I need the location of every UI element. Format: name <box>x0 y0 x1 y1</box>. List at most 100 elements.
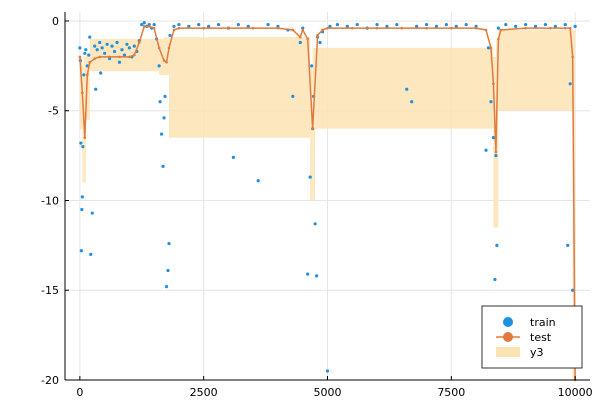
train-point <box>495 243 499 247</box>
train-point <box>454 24 458 28</box>
test-point <box>128 55 131 59</box>
train-point <box>197 22 201 27</box>
train-point <box>563 22 567 27</box>
train-point <box>246 24 250 28</box>
train-point <box>103 51 107 55</box>
train-point <box>395 22 399 27</box>
train-point <box>158 100 162 104</box>
train-point <box>89 252 93 256</box>
train-point <box>99 71 103 75</box>
train-point <box>298 40 302 45</box>
train-point <box>310 64 314 68</box>
train-point <box>87 53 91 57</box>
train-point <box>491 136 496 140</box>
test-point <box>499 28 503 32</box>
train-point <box>132 44 136 48</box>
train-point <box>434 24 439 28</box>
legend-box <box>481 305 583 369</box>
train-point <box>163 94 167 98</box>
train-point <box>166 268 170 273</box>
y-tick-label: -5 <box>48 105 59 118</box>
test-point <box>549 26 552 30</box>
train-point <box>306 272 310 276</box>
y3-band-segment <box>164 37 170 75</box>
y3-band-segment <box>312 47 316 201</box>
train-point <box>385 24 389 28</box>
test-point <box>568 26 572 30</box>
test-point <box>162 59 166 62</box>
train-point <box>335 22 340 27</box>
train-point <box>112 49 117 54</box>
train-point <box>117 60 122 64</box>
train-point <box>216 22 221 27</box>
y-tick-label: -15 <box>41 284 59 297</box>
test-point <box>251 26 255 30</box>
test-point <box>147 25 151 28</box>
axes: 0 2500 5000 7500 10000 0 -5 -10 -15 -20 <box>41 12 593 399</box>
train-point <box>79 141 83 145</box>
test-point <box>98 55 101 59</box>
train-point <box>80 207 84 212</box>
test-point <box>571 55 574 59</box>
train-point <box>88 35 92 39</box>
test-point <box>85 73 89 77</box>
train-point <box>308 175 312 179</box>
train-point <box>464 22 468 27</box>
train-point <box>256 179 260 183</box>
x-tick-label: 7500 <box>437 386 465 399</box>
train-point <box>345 24 349 28</box>
train-point <box>82 73 86 77</box>
test-point <box>524 26 527 30</box>
y-tick-label: 0 <box>52 15 59 28</box>
test-point <box>165 60 168 64</box>
train-point <box>79 249 83 253</box>
test-point <box>494 150 498 154</box>
y-tick-label: -20 <box>41 374 59 387</box>
train-point <box>167 241 171 246</box>
train-point <box>313 222 317 226</box>
test-point <box>350 26 354 30</box>
train-point <box>142 21 146 25</box>
train-point <box>159 132 164 136</box>
train-point <box>504 22 508 27</box>
test-point <box>563 26 567 30</box>
test-point <box>78 55 82 59</box>
train-point <box>81 145 85 149</box>
train-point <box>444 22 448 27</box>
test-point <box>276 26 280 30</box>
train-point <box>152 22 156 27</box>
train-point <box>100 46 104 50</box>
train-point <box>375 22 379 27</box>
train-point <box>315 274 319 278</box>
train-point <box>94 87 98 91</box>
test-point <box>291 28 295 32</box>
test-point <box>137 41 141 44</box>
test-point <box>142 25 146 28</box>
train-point <box>415 24 419 28</box>
train-point <box>484 148 488 152</box>
train-point <box>566 243 570 247</box>
train-point <box>161 164 165 168</box>
train-point <box>524 22 528 27</box>
train-point <box>291 94 295 98</box>
train-point <box>328 24 332 28</box>
legend-test-marker <box>503 332 513 342</box>
train-point <box>84 48 88 52</box>
test-point <box>298 35 302 39</box>
legend-train-marker <box>503 317 513 327</box>
train-point <box>496 26 500 30</box>
train-point <box>110 44 114 48</box>
x-tick-label: 10000 <box>558 386 593 399</box>
y3-band-segment <box>315 47 494 129</box>
train-point <box>494 154 498 158</box>
y3-band-segment <box>85 53 90 120</box>
train-point <box>424 22 429 27</box>
train-point <box>172 24 176 28</box>
test-point <box>316 34 319 37</box>
train-point <box>162 116 166 120</box>
train-point <box>568 82 572 86</box>
train-point <box>90 211 94 215</box>
train-point <box>318 40 322 45</box>
test-point <box>88 60 92 64</box>
